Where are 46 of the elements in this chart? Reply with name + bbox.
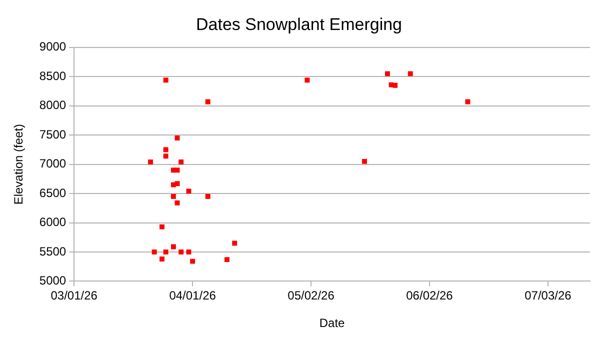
x-tick-label: 05/02/26 [288, 288, 335, 303]
y-tick-label: 6500 [39, 186, 66, 200]
chart-title: Dates Snowplant Emerging [196, 14, 402, 34]
x-tick-label: 07/03/26 [524, 288, 572, 303]
point [384, 71, 390, 76]
point [148, 159, 153, 164]
y-tick-label: 5500 [39, 244, 66, 258]
x-tick-label: 03/01/26 [50, 288, 98, 303]
point [163, 250, 168, 254]
point [170, 194, 176, 199]
point [465, 99, 470, 104]
x-tick-label: 04/01/26 [169, 288, 216, 303]
point [174, 181, 180, 186]
point [392, 82, 398, 88]
point [304, 78, 310, 83]
point [174, 168, 180, 173]
y-axis-title: Elevation (feet) [12, 124, 26, 205]
point [205, 194, 210, 199]
y-tick-label: 8000 [39, 98, 66, 112]
y-tick-label: 9000 [39, 40, 66, 54]
y-tick-label: 7500 [39, 127, 66, 142]
point [232, 240, 238, 246]
point [174, 200, 180, 206]
x-tick-label: 06/02/26 [406, 288, 454, 303]
point [163, 78, 168, 83]
point [170, 244, 176, 250]
point [160, 256, 164, 262]
point [163, 147, 168, 152]
point [362, 158, 368, 164]
point [186, 250, 192, 254]
x-axis-title: Date [319, 316, 346, 330]
point [178, 159, 184, 164]
y-tick-label: 6000 [39, 215, 66, 230]
y-tick-label: 8500 [39, 68, 66, 83]
point [408, 71, 413, 76]
point [178, 250, 184, 254]
point [163, 154, 168, 159]
point [152, 250, 157, 254]
point [190, 258, 196, 264]
point [160, 224, 164, 230]
point [174, 136, 180, 140]
y-tick-label: 7000 [39, 156, 66, 171]
point [224, 257, 230, 262]
y-tick-label: 5000 [39, 274, 66, 288]
point [186, 188, 192, 194]
point [205, 99, 210, 104]
